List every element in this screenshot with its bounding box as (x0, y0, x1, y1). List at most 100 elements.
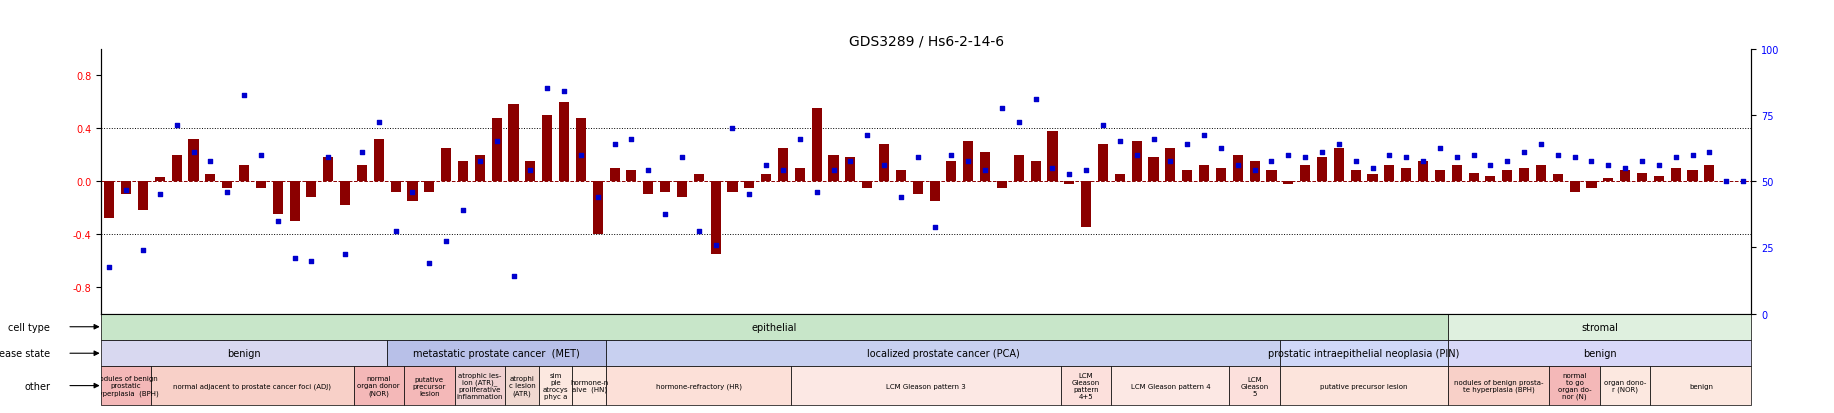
Text: normal adjacent to prostate cancer foci (ADJ): normal adjacent to prostate cancer foci … (174, 382, 332, 389)
Bar (152, 367, 354, 405)
Point (987, 106, 1016, 112)
Bar (1401, 169, 1410, 182)
Bar (1553, 175, 1563, 182)
Bar (1434, 171, 1445, 182)
Point (229, 93, 259, 99)
Bar (609, 169, 620, 182)
Point (1577, 159, 1607, 165)
Bar (812, 109, 822, 182)
Point (1341, 159, 1370, 165)
Bar (1687, 171, 1698, 182)
Bar (761, 175, 772, 182)
Bar (792, 367, 1060, 405)
Bar (1368, 175, 1377, 182)
Point (161, 123, 191, 130)
Point (1425, 145, 1454, 152)
Bar (998, 182, 1007, 188)
Point (414, 260, 444, 267)
Bar (358, 166, 367, 182)
Text: nodules of benign
prostatic
hyperplasia  (BPH): nodules of benign prostatic hyperplasia … (94, 375, 158, 396)
Point (768, 168, 798, 174)
Point (1409, 159, 1438, 165)
Text: prostatic intraepithelial neoplasia (PIN): prostatic intraepithelial neoplasia (PIN… (1269, 349, 1460, 358)
Point (886, 194, 915, 201)
Bar (644, 182, 653, 195)
Bar (1586, 182, 1597, 188)
Point (1458, 152, 1487, 159)
Point (921, 225, 950, 231)
Bar (1080, 182, 1091, 228)
Bar (607, 340, 1280, 367)
Bar (1519, 169, 1530, 182)
Point (853, 132, 882, 139)
Bar (1651, 367, 1751, 405)
Point (1207, 145, 1236, 152)
Bar (963, 142, 974, 182)
Point (1273, 152, 1302, 159)
Point (954, 159, 983, 165)
Bar (1550, 367, 1599, 405)
Bar (794, 169, 805, 182)
Bar (387, 340, 607, 367)
Bar (1229, 367, 1280, 405)
Point (1055, 172, 1084, 178)
Point (1122, 152, 1152, 159)
Point (347, 149, 376, 156)
Bar (1280, 340, 1449, 367)
Point (1324, 141, 1353, 148)
Bar (1570, 182, 1579, 192)
Point (1106, 139, 1135, 145)
Bar (442, 149, 451, 182)
Text: benign: benign (1689, 383, 1713, 389)
Point (1476, 162, 1506, 169)
Bar (1333, 149, 1344, 182)
Bar (138, 182, 149, 211)
Bar (862, 182, 873, 188)
Bar (172, 155, 182, 182)
Point (314, 154, 343, 161)
Point (1526, 141, 1555, 148)
Point (213, 189, 242, 195)
Bar (1418, 162, 1429, 182)
Bar (745, 182, 754, 188)
Bar (1449, 340, 1751, 367)
Point (818, 168, 847, 174)
Bar (458, 162, 468, 182)
Bar (1267, 171, 1276, 182)
Point (651, 211, 680, 218)
Point (95, 264, 125, 271)
Bar (1216, 169, 1225, 182)
Point (466, 159, 495, 165)
Point (701, 242, 730, 248)
Bar (1148, 158, 1159, 182)
Bar (946, 162, 957, 182)
Bar (1603, 179, 1614, 182)
Point (1376, 152, 1405, 159)
Bar (1300, 166, 1309, 182)
Bar (273, 182, 282, 215)
Bar (1704, 166, 1715, 182)
Bar (728, 182, 737, 192)
Point (937, 152, 967, 159)
Bar (607, 367, 792, 405)
Point (902, 154, 932, 161)
Bar (1350, 171, 1361, 182)
Bar (1449, 367, 1550, 405)
Point (381, 228, 411, 235)
Bar (1638, 174, 1647, 182)
Bar (354, 367, 403, 405)
Bar (290, 182, 299, 221)
Bar (403, 367, 455, 405)
Bar (105, 182, 114, 218)
Bar (829, 155, 838, 182)
Point (869, 162, 899, 169)
Bar (339, 182, 350, 205)
Text: metastatic prostate cancer  (MET): metastatic prostate cancer (MET) (413, 349, 580, 358)
Bar (222, 182, 233, 188)
Bar (323, 158, 334, 182)
Point (532, 86, 561, 93)
Point (1711, 178, 1740, 185)
Point (1256, 159, 1286, 165)
Point (684, 228, 713, 235)
Bar (979, 152, 990, 182)
